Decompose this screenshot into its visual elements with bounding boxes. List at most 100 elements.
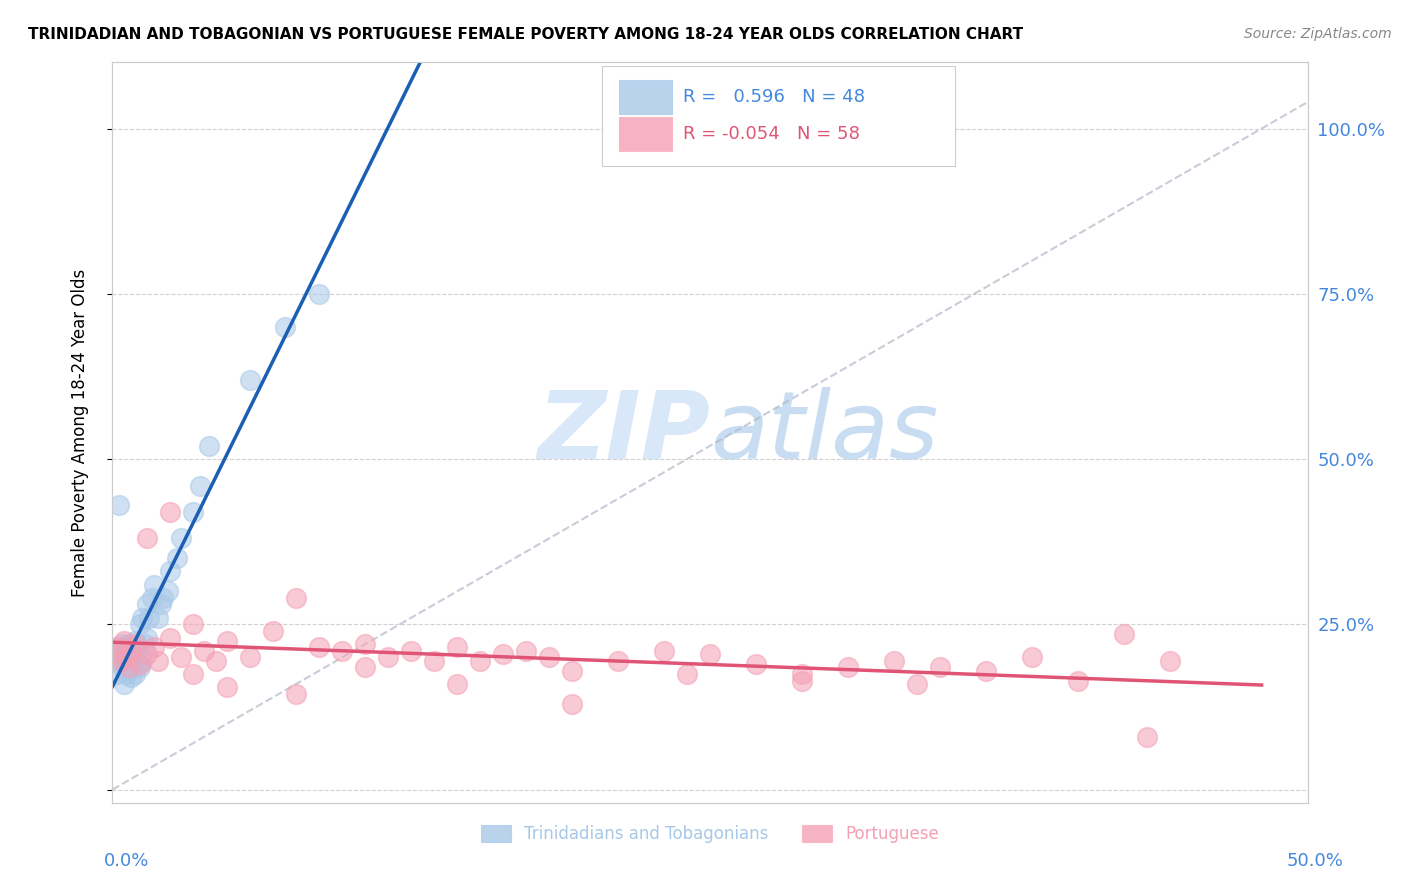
Point bbox=[166, 551, 188, 566]
Point bbox=[262, 624, 284, 638]
Point bbox=[124, 666, 146, 681]
Point bbox=[120, 644, 142, 658]
Point bbox=[131, 611, 153, 625]
Point bbox=[136, 647, 159, 661]
Point bbox=[105, 666, 128, 681]
Point bbox=[142, 577, 165, 591]
Point bbox=[124, 637, 146, 651]
Point bbox=[446, 640, 468, 655]
Point bbox=[1112, 627, 1135, 641]
Point bbox=[354, 637, 377, 651]
Point bbox=[745, 657, 768, 671]
Point bbox=[149, 598, 172, 612]
Point bbox=[108, 644, 131, 658]
Point bbox=[111, 654, 134, 668]
Point bbox=[401, 644, 423, 658]
Point bbox=[136, 532, 159, 546]
Point bbox=[538, 650, 561, 665]
Point bbox=[152, 591, 174, 605]
Point bbox=[217, 680, 239, 694]
Point bbox=[124, 633, 146, 648]
Text: R = -0.054   N = 58: R = -0.054 N = 58 bbox=[682, 125, 859, 144]
Point bbox=[181, 505, 204, 519]
Point bbox=[607, 654, 630, 668]
FancyBboxPatch shape bbox=[619, 80, 672, 114]
Point bbox=[974, 664, 997, 678]
Point bbox=[112, 677, 135, 691]
Point bbox=[159, 565, 181, 579]
Point bbox=[217, 633, 239, 648]
Point bbox=[159, 631, 181, 645]
Point bbox=[142, 640, 165, 655]
Point bbox=[905, 677, 928, 691]
Point bbox=[561, 664, 583, 678]
Point bbox=[111, 637, 134, 651]
Point bbox=[108, 654, 131, 668]
Point bbox=[117, 637, 139, 651]
Point bbox=[131, 654, 153, 668]
Point bbox=[652, 644, 675, 658]
Point bbox=[1067, 673, 1090, 688]
Point bbox=[676, 666, 699, 681]
Text: Source: ZipAtlas.com: Source: ZipAtlas.com bbox=[1244, 27, 1392, 41]
FancyBboxPatch shape bbox=[603, 66, 955, 166]
Point bbox=[117, 660, 139, 674]
Point bbox=[198, 439, 221, 453]
Point bbox=[790, 666, 813, 681]
Point bbox=[170, 650, 193, 665]
Text: TRINIDADIAN AND TOBAGONIAN VS PORTUGUESE FEMALE POVERTY AMONG 18-24 YEAR OLDS CO: TRINIDADIAN AND TOBAGONIAN VS PORTUGUESE… bbox=[28, 27, 1024, 42]
Point bbox=[124, 650, 146, 665]
Point bbox=[699, 647, 721, 661]
Point bbox=[117, 664, 139, 678]
Point bbox=[120, 644, 142, 658]
Point bbox=[790, 673, 813, 688]
Point bbox=[1021, 650, 1043, 665]
Point bbox=[837, 660, 859, 674]
Text: ZIP: ZIP bbox=[537, 386, 710, 479]
Point bbox=[134, 637, 156, 651]
Point bbox=[285, 687, 308, 701]
Point bbox=[239, 373, 262, 387]
Point bbox=[446, 677, 468, 691]
Point bbox=[117, 650, 139, 665]
Point bbox=[129, 617, 152, 632]
Point bbox=[308, 286, 330, 301]
Point bbox=[112, 633, 135, 648]
Point bbox=[377, 650, 399, 665]
Point bbox=[120, 670, 142, 684]
Point bbox=[138, 611, 160, 625]
Point bbox=[159, 505, 181, 519]
Point bbox=[136, 598, 159, 612]
Legend: Trinidadians and Tobagonians, Portuguese: Trinidadians and Tobagonians, Portuguese bbox=[474, 819, 946, 850]
Point bbox=[141, 591, 163, 605]
Point bbox=[120, 654, 142, 668]
Text: 0.0%: 0.0% bbox=[104, 852, 149, 870]
Point bbox=[188, 478, 211, 492]
Point bbox=[492, 647, 515, 661]
Point bbox=[515, 644, 537, 658]
Point bbox=[330, 644, 353, 658]
Point bbox=[239, 650, 262, 665]
Point bbox=[274, 319, 297, 334]
Point bbox=[883, 654, 905, 668]
Point bbox=[129, 660, 152, 674]
Point bbox=[122, 640, 145, 655]
Point bbox=[127, 640, 149, 655]
FancyBboxPatch shape bbox=[619, 117, 672, 152]
Text: atlas: atlas bbox=[710, 387, 938, 478]
Point bbox=[423, 654, 446, 668]
Point bbox=[136, 631, 159, 645]
Point bbox=[1136, 730, 1159, 744]
Point bbox=[308, 640, 330, 655]
Y-axis label: Female Poverty Among 18-24 Year Olds: Female Poverty Among 18-24 Year Olds bbox=[70, 268, 89, 597]
Point bbox=[156, 584, 179, 599]
Point bbox=[108, 647, 131, 661]
Point bbox=[129, 657, 152, 671]
Point bbox=[1159, 654, 1181, 668]
Point bbox=[127, 657, 149, 671]
Point bbox=[108, 499, 131, 513]
Point bbox=[115, 657, 138, 671]
Point bbox=[170, 532, 193, 546]
Text: 50.0%: 50.0% bbox=[1286, 852, 1343, 870]
Point bbox=[561, 697, 583, 711]
